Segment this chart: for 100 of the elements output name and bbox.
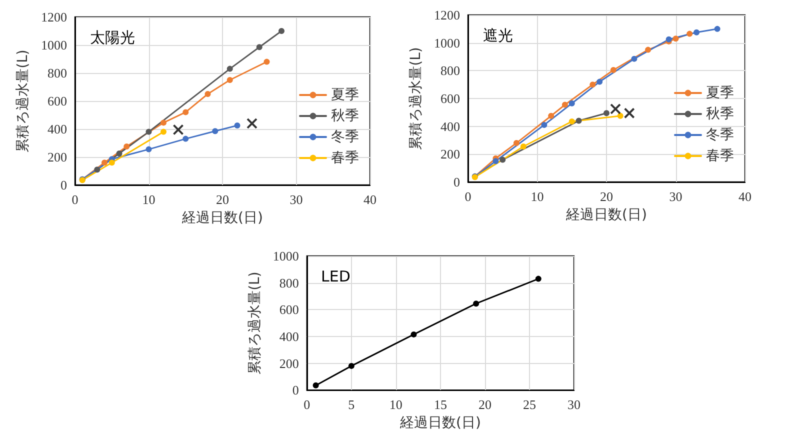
legend-label: 秋季	[331, 108, 359, 124]
x-tick-label: 0	[464, 189, 472, 204]
x-tick-label: 0	[304, 397, 310, 412]
legend-label: 夏季	[331, 87, 359, 103]
legend-label: 春季	[331, 150, 359, 166]
y-tick-label: 400	[279, 328, 299, 344]
point	[102, 160, 108, 166]
y-tick-label: 1000	[434, 35, 460, 50]
point	[562, 102, 568, 108]
point	[596, 78, 603, 85]
y-tick-label: 1200	[434, 8, 460, 22]
point	[348, 362, 354, 369]
point	[108, 160, 115, 166]
point	[541, 122, 548, 128]
point	[312, 382, 319, 388]
y-tick-label: 1000	[41, 38, 67, 52]
x-axis-title: 経過日数(日)	[398, 415, 481, 431]
legend-label: 夏季	[706, 85, 734, 101]
point	[160, 120, 166, 126]
point	[610, 103, 622, 114]
point	[714, 26, 720, 32]
point	[94, 166, 100, 173]
point	[264, 58, 270, 65]
x-tick-label: 30	[568, 397, 580, 412]
y-tick-label: 600	[279, 302, 299, 318]
point	[278, 28, 284, 34]
x-tick-label: 0	[72, 192, 78, 207]
x-tick-label: 25	[522, 397, 536, 412]
point	[410, 331, 417, 338]
point	[116, 150, 122, 156]
y-tick-label: 400	[440, 118, 460, 134]
point	[204, 91, 211, 97]
x-tick-label: 5	[348, 397, 355, 412]
point	[124, 144, 130, 150]
point	[568, 118, 575, 124]
text: 遮光	[483, 26, 513, 44]
point	[672, 36, 679, 42]
y-tick-label: 400	[48, 122, 67, 136]
point	[645, 46, 652, 53]
y-tick-label: 800	[48, 66, 67, 80]
x-axis-title: 経過日数(日)	[181, 210, 263, 226]
x-axis-title: 経過日数(日)	[565, 206, 647, 223]
point	[160, 128, 166, 135]
point	[631, 56, 638, 62]
y-tick-label: 1200	[41, 10, 67, 24]
x-tick-label: 10	[389, 397, 402, 412]
y-tick-label: 0	[60, 178, 67, 192]
legend-label: 冬季	[706, 127, 734, 143]
x-tick-label: 20	[600, 189, 613, 204]
y-tick-label: 800	[440, 63, 460, 78]
y-tick-label: 600	[48, 94, 67, 108]
text: 太陽光	[90, 28, 135, 46]
point	[520, 144, 526, 150]
y-axis-title: 累積ろ過水量(L)	[247, 272, 263, 374]
point	[492, 158, 499, 164]
x-tick-label: 30	[669, 189, 682, 204]
x-tick-label: 40	[738, 189, 752, 204]
point	[146, 146, 152, 152]
point	[535, 276, 542, 282]
legend-label: 春季	[706, 148, 734, 164]
point	[182, 109, 189, 116]
point	[576, 118, 582, 124]
point	[212, 128, 218, 134]
point	[256, 44, 262, 50]
point	[246, 118, 258, 129]
point	[473, 300, 480, 307]
y-tick-label: 0	[292, 382, 299, 398]
y-tick-label: 1000	[272, 248, 299, 264]
point	[610, 66, 616, 73]
x-tick-label: 40	[364, 192, 376, 207]
y-tick-label: 200	[279, 356, 299, 371]
y-tick-label: 600	[440, 91, 460, 106]
text: LED	[321, 268, 350, 286]
point	[146, 128, 152, 135]
x-tick-label: 30	[290, 192, 303, 207]
legend-label: 秋季	[706, 106, 734, 122]
point	[604, 110, 610, 116]
point	[568, 100, 575, 106]
x-tick-label: 20	[478, 397, 492, 412]
x-tick-label: 10	[530, 189, 544, 204]
point	[694, 29, 700, 36]
x-tick-label: 15	[434, 397, 447, 412]
point	[617, 112, 624, 119]
point	[182, 136, 189, 142]
y-axis-title: 累積ろ過水量(L)	[408, 47, 424, 150]
point	[590, 82, 596, 88]
point	[548, 112, 554, 119]
point	[513, 140, 520, 146]
point	[500, 156, 506, 163]
x-tick-label: 10	[142, 192, 156, 207]
point	[686, 30, 693, 37]
point	[624, 108, 635, 119]
y-tick-label: 0	[454, 174, 460, 190]
point	[172, 124, 184, 136]
legend-label: 冬季	[331, 129, 359, 145]
y-tick-label: 800	[279, 275, 299, 290]
y-axis-title: 累積ろ過水量(L)	[15, 50, 32, 152]
y-tick-label: 200	[440, 146, 460, 162]
point	[234, 122, 240, 128]
x-tick-label: 20	[216, 192, 229, 207]
